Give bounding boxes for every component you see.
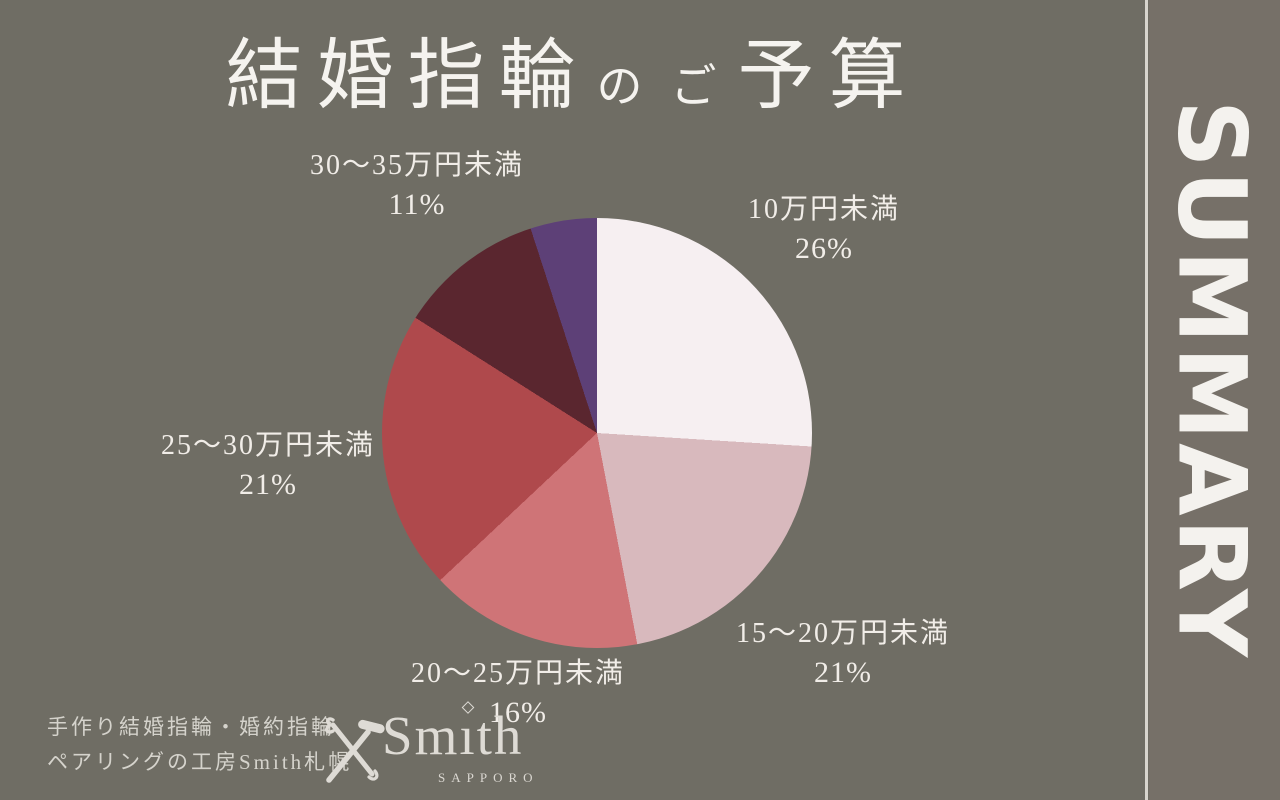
pie-label-text: 25〜30万円未満 <box>160 430 376 461</box>
summary-vertical-label: SUMMARY <box>1156 99 1266 661</box>
smith-logo: Sm ıth SAPPORO <box>320 701 580 800</box>
footer-tagline: 手作り結婚指輪・婚約指輪 ペアリングの工房Smith札幌 <box>47 710 352 781</box>
pie-label-text: 15〜20万円未満 <box>735 618 951 649</box>
page-title: 結婚指輪のご予算 <box>0 14 1145 125</box>
pie-label-text: 20〜25万円未満 <box>410 658 626 689</box>
title-part-large1: 結婚指輪 <box>225 33 590 119</box>
pie-label-under-10: 10万円未満 26% <box>748 192 900 269</box>
pie-label-pct: 11% <box>388 187 446 221</box>
title-part-small1: の <box>596 61 657 112</box>
footer-line-2: ペアリングの工房Smith札幌 <box>47 750 353 775</box>
pie-label-pct: 21% <box>238 467 297 501</box>
band-divider-line <box>1145 0 1148 800</box>
pie-label-15-20: 15〜20万円未満 21% <box>736 616 950 693</box>
title-part-small2: ご <box>670 61 731 112</box>
pie-chart <box>382 218 812 648</box>
pie-label-30-35: 30〜35万円未満 11% <box>310 148 524 225</box>
title-part-large2: 予算 <box>737 33 920 119</box>
logo-name-post: th <box>476 705 524 766</box>
logo-name-i: ı <box>459 701 476 767</box>
pie-label-text: 10万円未満 <box>747 194 901 225</box>
logo-subtitle: SAPPORO <box>438 770 539 785</box>
footer-line-1: 手作り結婚指輪・婚約指輪 <box>47 715 335 739</box>
pie-label-pct: 16% <box>488 695 547 729</box>
summary-side-band <box>1149 0 1280 800</box>
pie-label-pct: 26% <box>794 231 853 265</box>
pie-label-20-25: 20〜25万円未満 16% <box>411 656 625 733</box>
pie-label-pct: 21% <box>813 655 872 689</box>
logo-name: Sm ıth <box>382 701 524 767</box>
pie-label-text: 30〜35万円未満 <box>309 150 525 181</box>
logo-name-pre: Sm <box>382 705 460 766</box>
pie-label-25-30: 25〜30万円未満 21% <box>161 428 375 505</box>
crossed-tools-icon <box>325 717 385 783</box>
